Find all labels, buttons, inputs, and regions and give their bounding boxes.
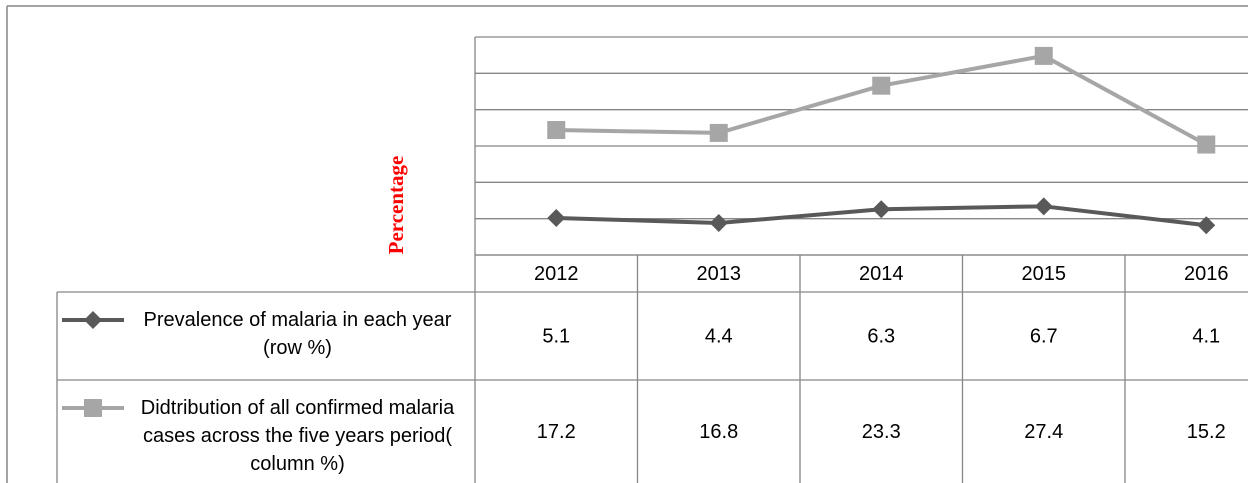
marker (872, 200, 891, 219)
table-value: 27.4 (1024, 421, 1063, 443)
table-value: 16.8 (699, 421, 738, 443)
legend-label: Didtribution of all confirmed malaria ca… (140, 397, 455, 475)
marker (84, 399, 102, 417)
marker (1034, 46, 1053, 65)
table-value: 23.3 (862, 421, 901, 443)
table-value: 15.2 (1187, 421, 1226, 443)
table-value: 6.7 (1030, 325, 1058, 347)
marker (709, 214, 728, 233)
x-tick-label: 2012 (534, 263, 579, 285)
marker (709, 123, 728, 142)
legend-label: Prevalence of malaria in each year (row … (143, 309, 452, 359)
table-value: 5.1 (542, 325, 570, 347)
marker (547, 121, 566, 140)
y-axis-label: Percentage (384, 156, 408, 255)
table-value: 4.4 (705, 325, 733, 347)
x-tick-label: 2016 (1184, 263, 1229, 285)
marker (84, 311, 102, 329)
marker (872, 76, 891, 95)
x-tick-label: 2014 (859, 263, 904, 285)
series-line (556, 53, 1208, 147)
marker (1034, 197, 1053, 216)
table-value: 6.3 (867, 325, 895, 347)
marker (1197, 216, 1216, 235)
table-value: 4.1 (1192, 325, 1220, 347)
x-tick-label: 2015 (1022, 263, 1067, 285)
table-value: 17.2 (537, 421, 576, 443)
marker (547, 208, 566, 227)
x-tick-label: 2013 (697, 263, 742, 285)
marker (1197, 135, 1216, 154)
